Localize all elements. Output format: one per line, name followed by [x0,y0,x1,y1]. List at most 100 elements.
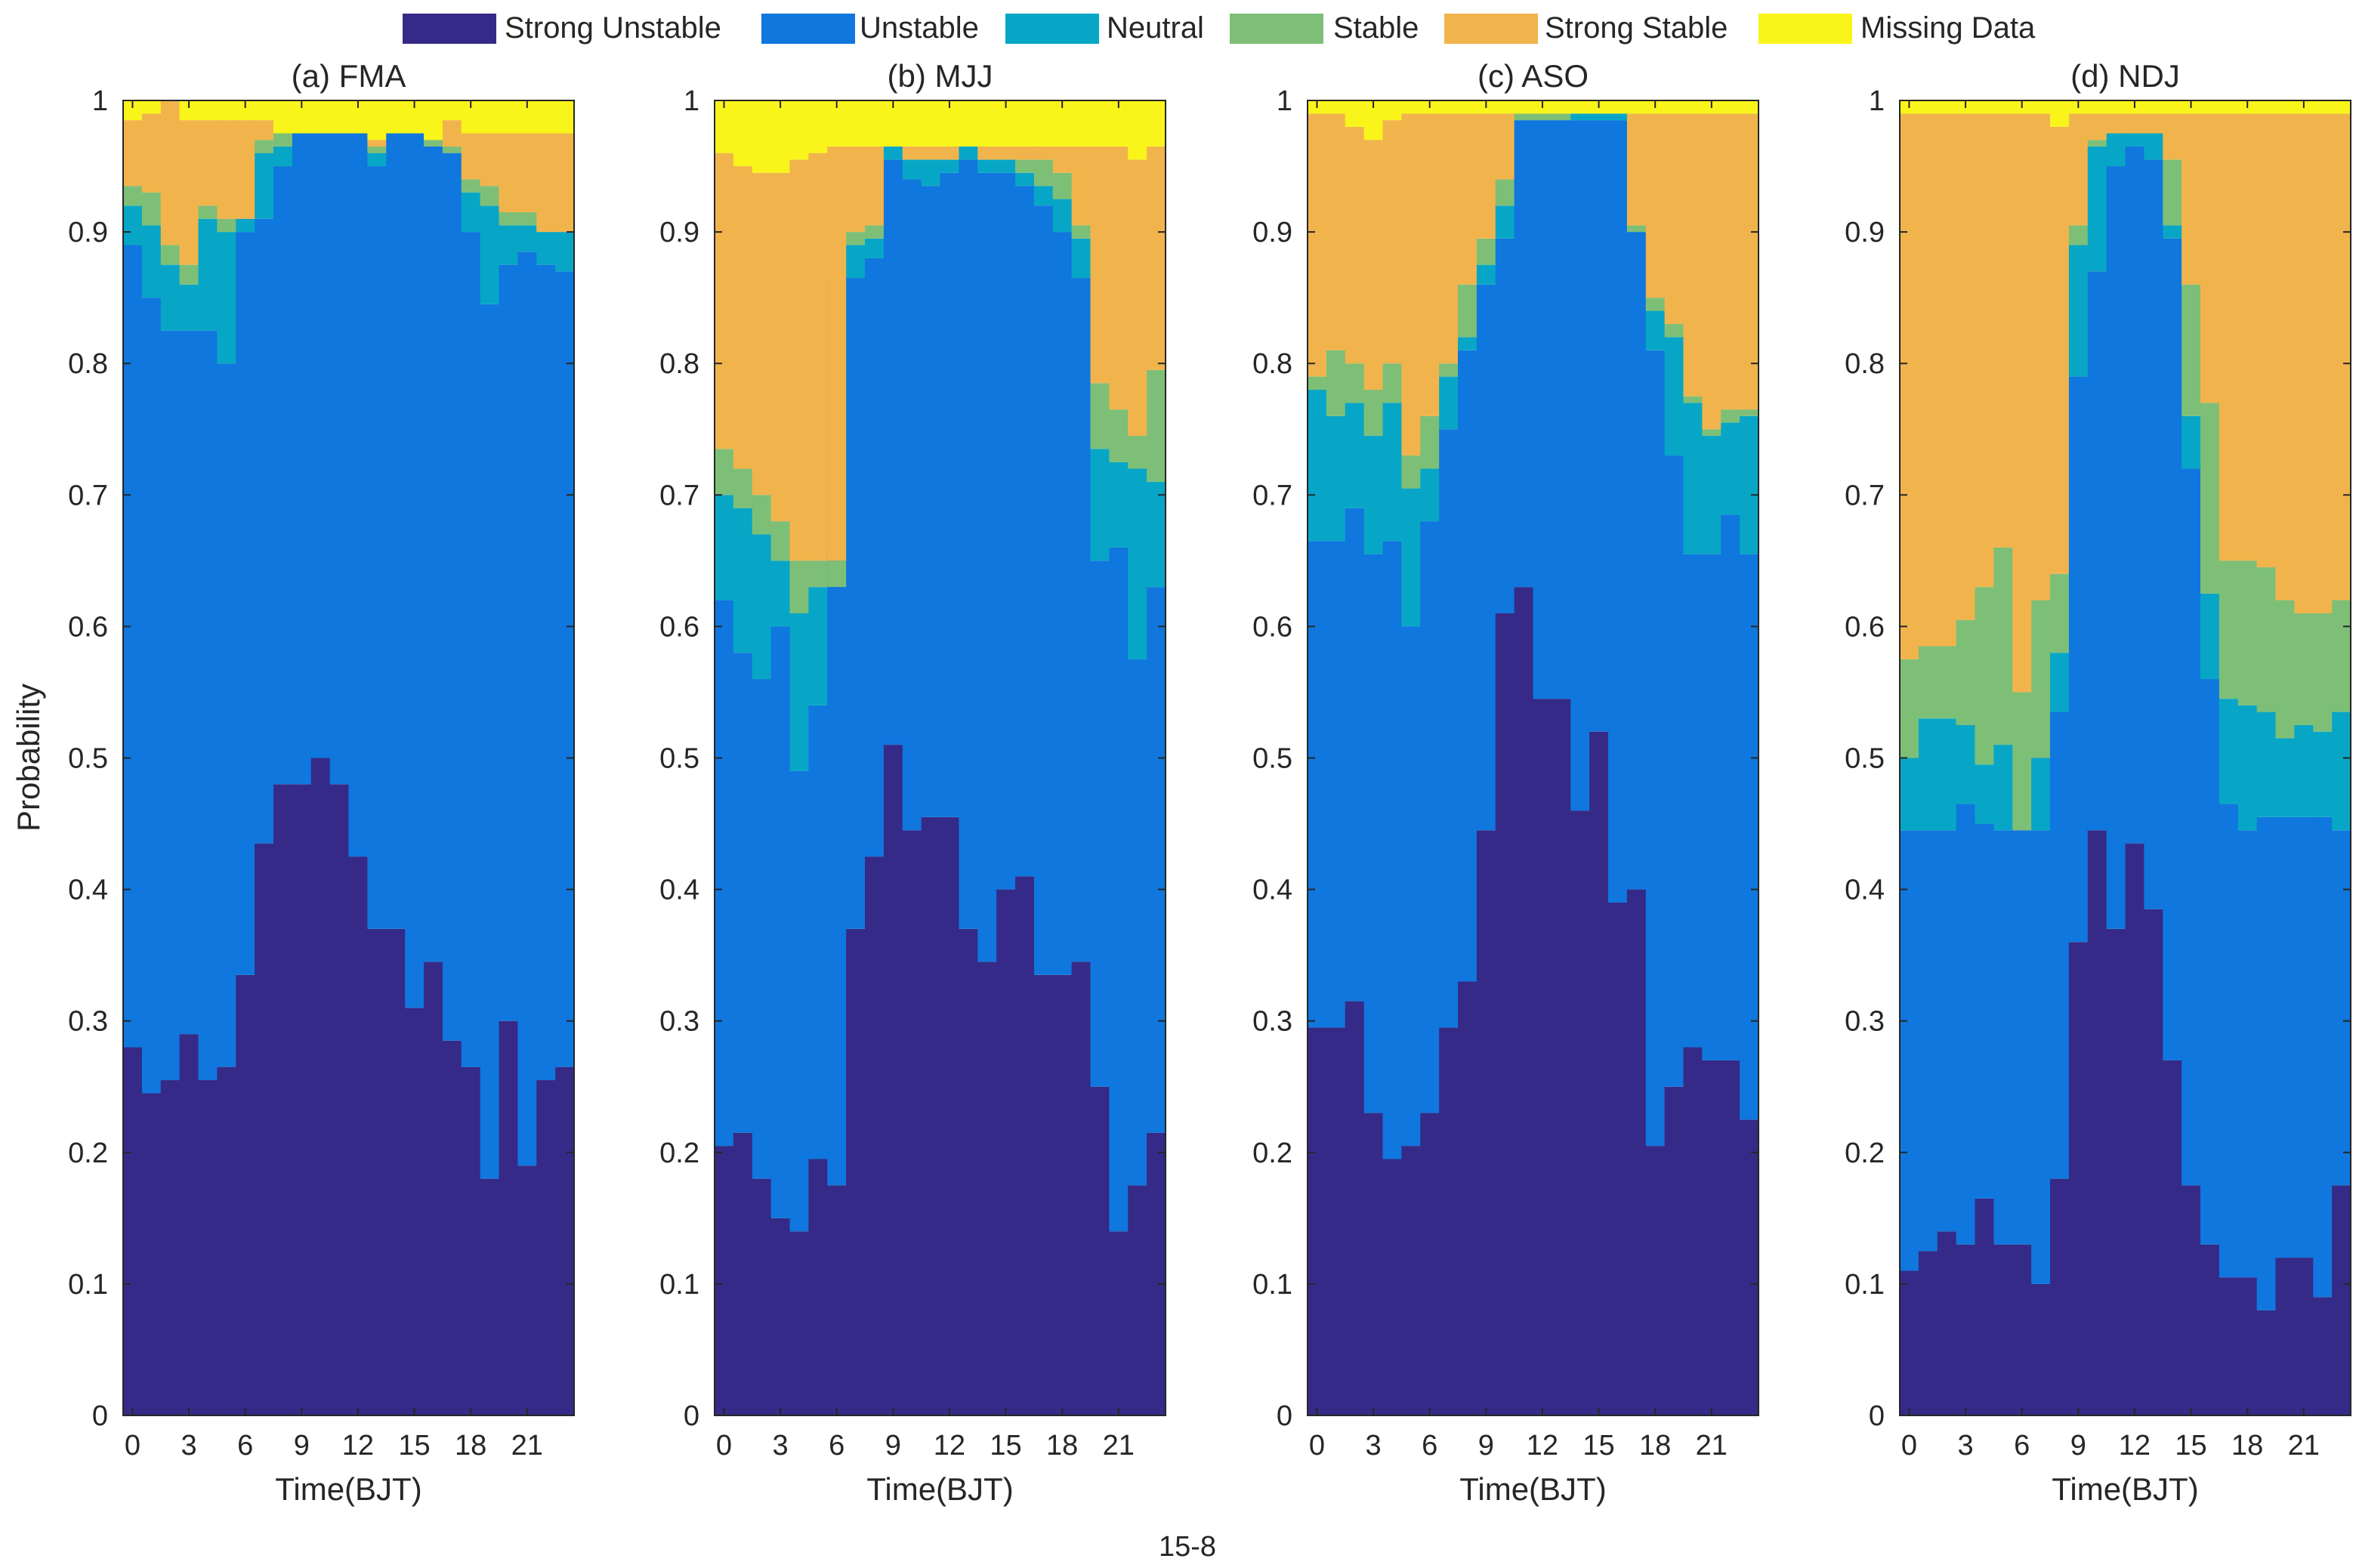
bar-strong-stable-h17 [1626,113,1647,226]
legend-label-strong-unstable: Strong Unstable [505,11,721,45]
bar-unstable-h12 [348,133,368,857]
bar-stable-h2 [160,245,181,265]
panel-title: (c) ASO [1478,58,1589,94]
y-tick-label: 0.5 [68,743,108,775]
bar-missing-h4 [198,100,218,121]
bar-missing-h11 [329,100,350,134]
bar-strong-stable-h1 [141,113,162,193]
bar-missing-h10 [2087,100,2107,114]
bar-unstable-h4 [1975,823,1994,1199]
bar-strong-unstable-h21 [517,1165,537,1415]
bar-neutral-h2 [752,534,772,680]
bar-stable-h21 [2294,613,2314,725]
y-tick-label: 0.6 [659,611,699,643]
bar-unstable-h14 [977,172,997,962]
bar-strong-stable-h15 [996,146,1016,160]
bar-strong-stable-h7 [1439,113,1459,364]
bar-missing-h8 [865,100,885,147]
bar-stable-h21 [517,211,537,226]
bar-stable-h19 [2256,567,2277,712]
bar-unstable-h15 [996,172,1016,890]
y-tick-label: 0.2 [1252,1137,1292,1169]
bar-neutral-h0 [123,205,143,245]
bar-strong-stable-h11 [2106,113,2126,134]
bar-stable-h6 [1420,415,1440,469]
y-tick-label: 0.1 [68,1269,108,1301]
bar-neutral-h2 [1937,718,1957,831]
bar-strong-stable-h4 [198,120,218,206]
bar-strong-unstable-h1 [733,1132,753,1415]
bar-unstable-h1 [141,298,162,1094]
bar-strong-stable-h3 [1363,140,1384,390]
bar-unstable-h9 [292,133,312,785]
bar-stable-h2 [1937,646,1957,719]
bar-strong-unstable-h7 [255,843,274,1415]
bar-strong-stable-h20 [1683,113,1703,397]
bar-missing-h10 [1495,100,1515,114]
bar-neutral-h19 [1071,238,1092,279]
bar-neutral-h15 [1589,113,1609,121]
bar-strong-unstable-h20 [1683,1047,1703,1415]
bar-strong-unstable-h8 [1458,981,1478,1415]
bar-stable-h7 [1439,363,1459,377]
bar-strong-stable-h8 [1458,113,1478,285]
bar-neutral-h1 [1326,415,1346,542]
y-tick-label: 0.3 [68,1006,108,1038]
bar-stable-h8 [273,133,293,147]
bar-strong-stable-h13 [2144,113,2163,134]
bar-neutral-h22 [2313,731,2333,817]
bar-unstable-h10 [2087,271,2107,831]
bar-stable-h19 [1664,323,1684,338]
bar-strong-stable-h17 [1033,146,1054,160]
y-tick-label: 0 [92,1400,108,1432]
bar-missing-h23 [1147,100,1166,147]
bar-unstable-h14 [2163,238,2182,1060]
bar-strong-unstable-h13 [1552,699,1571,1415]
y-tick-label: 0.8 [659,348,699,380]
bar-stable-h18 [1645,298,1666,311]
bar-strong-stable-h19 [1071,146,1092,226]
bar-strong-stable-h5 [808,153,828,561]
bar-missing-h11 [2106,100,2126,114]
x-tick-label: 15 [2175,1430,2206,1462]
bar-strong-stable-h8 [2050,126,2070,574]
bar-missing-h23 [555,100,575,134]
bar-strong-stable-h5 [1401,113,1421,456]
bar-strong-stable-h23 [555,133,575,233]
bar-strong-unstable-h9 [1476,830,1496,1415]
bar-neutral-h19 [2256,711,2277,817]
y-tick-label: 1 [92,85,108,117]
x-tick-label: 6 [829,1430,845,1462]
x-axis-label: Time(BJT) [1459,1471,1606,1507]
x-tick-label: 3 [772,1430,788,1462]
bar-strong-stable-h0 [123,120,143,187]
bar-strong-stable-h15 [2182,113,2201,285]
bar-strong-stable-h19 [2256,113,2277,568]
bar-missing-h17 [1626,100,1647,114]
bar-neutral-h14 [2163,225,2182,239]
bar-unstable-h18 [1645,350,1666,1147]
bar-strong-unstable-h23 [1147,1132,1166,1415]
bar-stable-h22 [1128,435,1147,469]
bar-stable-h13 [367,146,387,153]
bar-unstable-h7 [1439,429,1459,1028]
bar-neutral-h1 [141,225,162,298]
panel-4: 0 0.1 0.2 0.3 0.4 0.5 0.6 0.7 0.8 0.9 1 0 3 6 9 12 15 18 2… [1845,58,2351,1507]
bar-stable-h0 [1900,659,1919,758]
x-tick-label: 18 [1046,1430,1078,1462]
bar-strong-unstable-h18 [2237,1277,2258,1415]
bar-stable-h10 [2087,140,2107,147]
bar-unstable-h16 [424,146,443,962]
x-tick-label: 0 [716,1430,732,1462]
bar-strong-stable-h22 [1721,113,1740,410]
bar-strong-unstable-h1 [141,1093,162,1415]
bar-unstable-h19 [1664,455,1684,1087]
bar-stable-h6 [827,560,847,588]
bar-missing-h3 [770,100,791,173]
legend: Strong Unstable Unstable Neutral Stable … [403,11,2036,45]
bar-neutral-h15 [2182,415,2201,469]
bar-strong-unstable-h16 [1608,903,1628,1415]
bar-neutral-h1 [733,508,753,653]
bar-strong-unstable-h10 [902,830,922,1415]
bar-unstable-h13 [2144,159,2163,909]
